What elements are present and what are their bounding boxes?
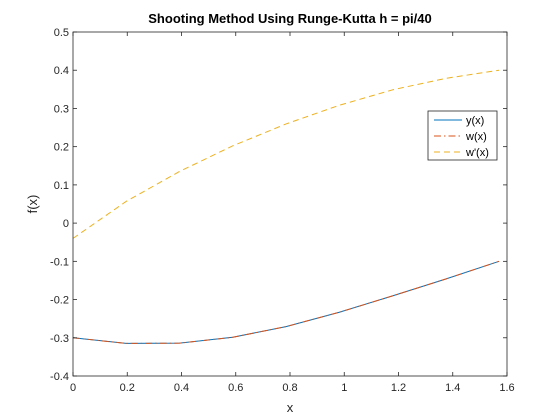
plot-area: [73, 32, 507, 376]
y-tick-label: 0.1: [54, 180, 69, 192]
chart-title: Shooting Method Using Runge-Kutta h = pi…: [148, 11, 431, 26]
x-tick-label: 1.4: [445, 382, 460, 394]
y-axis-label: f(x): [25, 195, 40, 214]
x-tick-label: 0.6: [228, 382, 243, 394]
x-tick-label: 1.2: [391, 382, 406, 394]
y-tick-label: -0.1: [50, 256, 69, 268]
x-tick-label: 0.2: [120, 382, 135, 394]
legend-label-2: w(x): [465, 131, 487, 143]
y-tick-label: -0.4: [50, 371, 69, 383]
series-line-3: [72, 69, 500, 239]
x-tick-label: 0.8: [282, 382, 297, 394]
y-axis-ticks: -0.4 -0.3 -0.2 -0.1 0 0.1 0.2 0.3 0.4 0.5: [50, 27, 507, 383]
y-tick-label: 0.4: [54, 65, 69, 77]
x-axis-ticks: 0 0.2 0.4 0.6 0.8 1 1.2 1.4 1.6: [70, 32, 515, 394]
series-layer: [72, 69, 500, 344]
y-tick-label: 0.3: [54, 103, 69, 115]
series-line-2: [72, 260, 500, 344]
x-tick-label: 1: [341, 382, 347, 394]
y-tick-label: 0: [63, 218, 69, 230]
y-tick-label: 0.5: [54, 27, 69, 39]
y-tick-label: -0.3: [50, 333, 69, 345]
x-axis-label: x: [287, 400, 294, 415]
x-tick-label: 0.4: [174, 382, 189, 394]
y-tick-label: -0.2: [50, 295, 69, 307]
x-tick-label: 0: [70, 382, 76, 394]
y-tick-label: 0.2: [54, 142, 69, 154]
legend-label-3: w'(x): [465, 147, 489, 159]
legend-label-1: y(x): [466, 115, 484, 127]
legend-items: y(x) w(x) w'(x): [434, 115, 489, 159]
legend: y(x) w(x) w'(x): [427, 110, 498, 161]
x-tick-label: 1.6: [499, 382, 514, 394]
